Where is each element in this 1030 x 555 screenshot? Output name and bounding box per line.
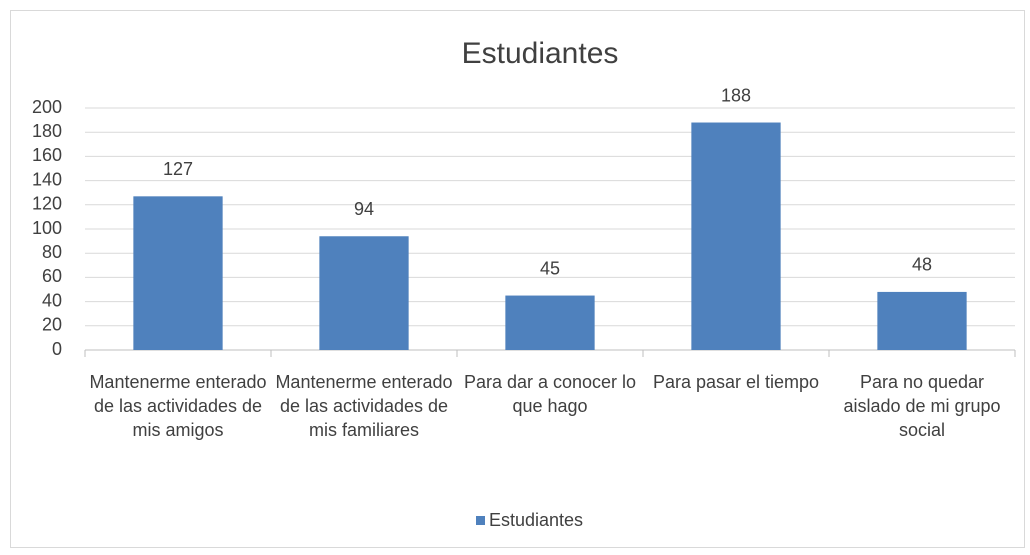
y-tick-label: 200: [32, 97, 62, 117]
legend-label: Estudiantes: [489, 510, 583, 530]
y-tick-label: 180: [32, 121, 62, 141]
x-tick-label: Para dar a conocer lo que hago: [463, 372, 637, 416]
y-tick-label: 160: [32, 145, 62, 165]
data-label: 48: [912, 255, 932, 275]
chart-title: Estudiantes: [462, 37, 619, 70]
y-tick-label: 40: [42, 290, 62, 310]
y-tick-label: 100: [32, 218, 62, 238]
data-label: 127: [163, 159, 193, 179]
bar: [319, 236, 409, 350]
data-label: 94: [354, 199, 374, 219]
y-tick-label: 80: [42, 242, 62, 262]
y-tick-label: 60: [42, 266, 62, 286]
bar: [505, 295, 595, 350]
y-tick-label: 120: [32, 194, 62, 214]
y-tick-label: 140: [32, 169, 62, 189]
data-label: 188: [721, 85, 751, 105]
data-label: 45: [540, 258, 560, 278]
x-tick-label: Mantenerme enterado de las actividades d…: [275, 372, 453, 440]
x-tick-label: Para no quedar aislado de mi grupo socia…: [843, 372, 1001, 440]
x-tick-label: Mantenerme enterado de las actividades d…: [89, 372, 267, 440]
bar: [691, 122, 781, 351]
legend-swatch: [476, 516, 485, 525]
bar: [877, 291, 967, 350]
bar: [133, 196, 223, 350]
y-tick-label: 0: [52, 339, 62, 359]
y-tick-label: 20: [42, 315, 62, 335]
x-tick-label: Para pasar el tiempo: [652, 372, 820, 392]
